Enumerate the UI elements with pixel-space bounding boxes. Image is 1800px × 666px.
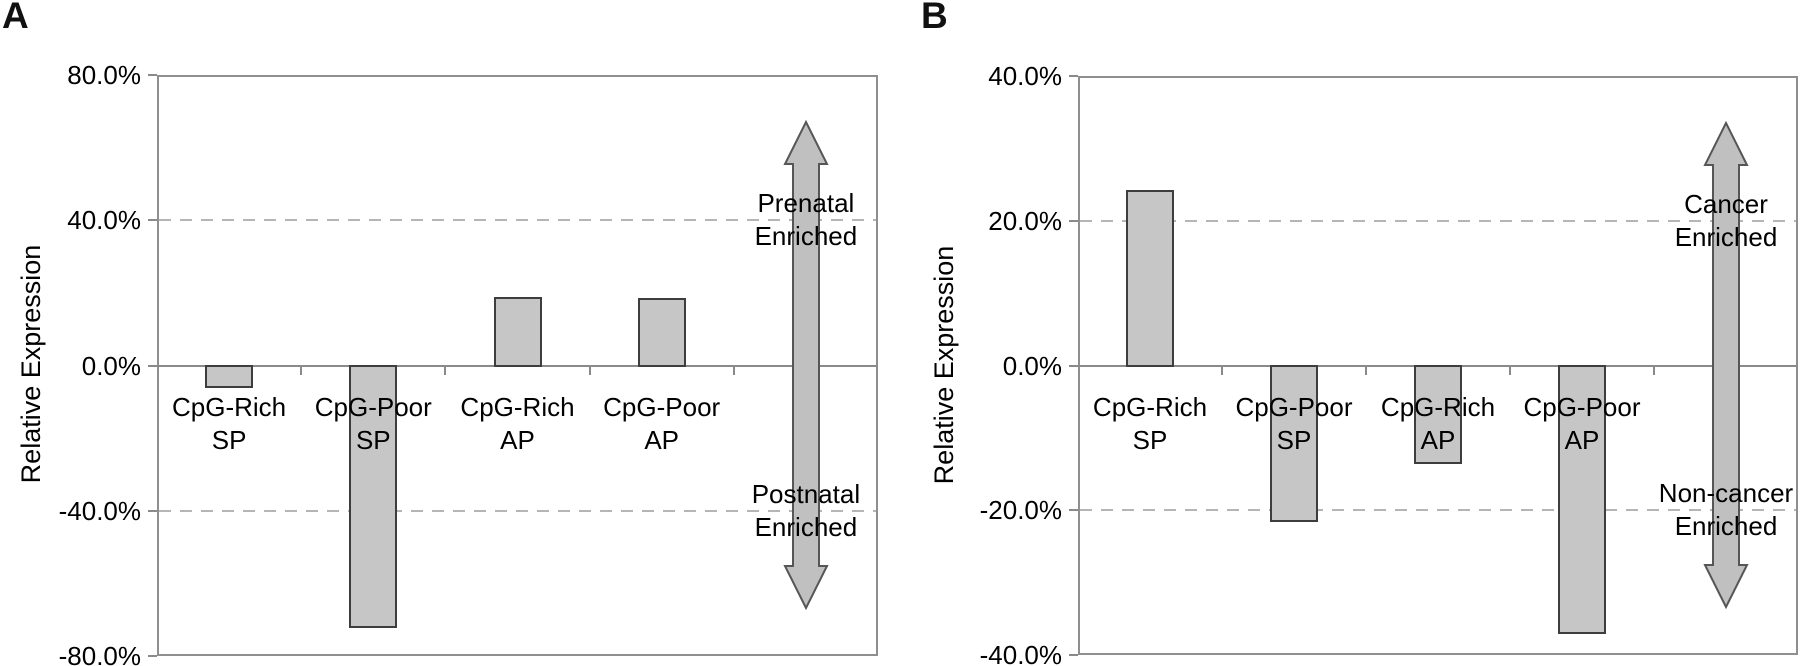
gridline-dashed (159, 219, 876, 222)
double-headed-arrow-icon (783, 120, 829, 610)
y-tick-label: 80.0% (67, 60, 141, 90)
category-label-line: CpG-Poor (603, 391, 721, 422)
y-tick-label: 40.0% (67, 205, 141, 236)
category-label-line: CpG-Rich (172, 391, 287, 422)
y-tick-label: -40.0% (979, 640, 1062, 666)
x-axis-tick (1653, 365, 1655, 375)
bar-cpg-poor-ap (637, 298, 686, 368)
y-tick-label: 20.0% (988, 205, 1062, 236)
x-axis-tick (1221, 365, 1223, 375)
bar-cpg-poor-sp (349, 364, 398, 628)
panel-b-letter: B (921, 0, 948, 36)
gridline-dashed (1080, 509, 1796, 512)
category-label-line: AP (644, 424, 680, 455)
category-label-line: CpG-Poor (1523, 391, 1641, 422)
category-label-cpg-rich-ap: CpG-Rich AP (1353, 391, 1523, 457)
category-label-cpg-rich-sp: CpG-Rich SP (144, 391, 314, 457)
y-tick-label: 40.0% (988, 61, 1062, 91)
category-label-line: AP (500, 424, 535, 455)
x-axis-tick (588, 365, 591, 375)
y-tick-label: -40.0% (58, 495, 141, 526)
x-axis-tick (1509, 365, 1511, 375)
category-label-line: CpG-Rich (1092, 391, 1208, 422)
bar-cpg-rich-sp (205, 364, 254, 389)
arrow-down-label-line: Non-cancer (1658, 478, 1794, 509)
category-label-cpg-poor-sp: CpG-Poor SP (288, 391, 458, 457)
arrow-down-label: Postnatal Enriched (686, 478, 926, 544)
category-label-line: AP (1564, 424, 1600, 455)
category-label-cpg-poor-ap: CpG-Poor AP (577, 391, 747, 457)
category-label-cpg-poor-ap: CpG-Poor AP (1497, 391, 1667, 457)
gridline-dashed (159, 509, 876, 512)
arrow-up-label: Prenatal Enriched (686, 187, 926, 253)
y-tick-label: 0.0% (81, 350, 141, 381)
arrow-down-label-line: Enriched (754, 511, 858, 542)
category-label-line: CpG-Rich (460, 391, 575, 422)
category-label-line: CpG-Poor (1235, 391, 1353, 422)
category-label-cpg-rich-sp: CpG-Rich SP (1065, 391, 1235, 457)
x-axis-tick (444, 365, 447, 375)
category-label-cpg-poor-sp: CpG-Poor SP (1209, 391, 1379, 457)
category-label-line: SP (355, 424, 391, 455)
y-axis-tick (1069, 219, 1078, 222)
arrow-up-label-line: Enriched (1674, 221, 1778, 252)
y-axis-tick (1069, 364, 1078, 367)
y-axis-tick (148, 219, 157, 222)
category-label-line: CpG-Poor (314, 391, 432, 422)
category-label-line: AP (1420, 424, 1456, 455)
arrow-up-label: Cancer Enriched (1606, 188, 1800, 254)
x-axis-tick (300, 365, 303, 375)
y-axis-tick (148, 509, 157, 512)
gridline-dashed (1080, 219, 1796, 222)
y-axis-tick (148, 364, 157, 367)
arrow-up-label-line: Enriched (754, 221, 858, 252)
category-label-cpg-rich-ap: CpG-Rich AP (433, 391, 603, 457)
bar-cpg-rich-ap (493, 296, 542, 368)
y-tick-label: -20.0% (979, 495, 1062, 526)
arrow-down-label: Non-cancer Enriched (1606, 477, 1800, 543)
arrow-up-label-line: Prenatal (757, 188, 855, 219)
y-axis-tick (148, 74, 157, 76)
bar-cpg-rich-ap (1414, 364, 1462, 465)
panel-a-letter: A (2, 0, 29, 36)
y-axis-tick (1069, 654, 1078, 656)
category-label-line: SP (211, 424, 247, 455)
y-tick-label: -80.0% (58, 641, 141, 666)
category-label-line: SP (1276, 424, 1312, 455)
bar-cpg-poor-ap (1558, 364, 1606, 635)
y-axis-tick (148, 655, 157, 657)
category-label-line: SP (1132, 424, 1168, 455)
arrow-down-label-line: Enriched (1674, 511, 1778, 542)
double-headed-arrow-icon (1703, 121, 1749, 609)
y-axis-tick (1069, 509, 1078, 512)
y-tick-label: 0.0% (1002, 350, 1062, 381)
y-axis-tick (1069, 75, 1078, 77)
bar-cpg-poor-sp (1270, 364, 1318, 523)
arrow-up-label-line: Cancer (1684, 188, 1768, 219)
arrow-down-label-line: Postnatal (751, 478, 861, 509)
category-label-line: CpG-Rich (1380, 391, 1496, 422)
x-axis-tick (732, 365, 735, 375)
x-axis-tick (1365, 365, 1367, 375)
bar-cpg-rich-sp (1126, 189, 1174, 368)
